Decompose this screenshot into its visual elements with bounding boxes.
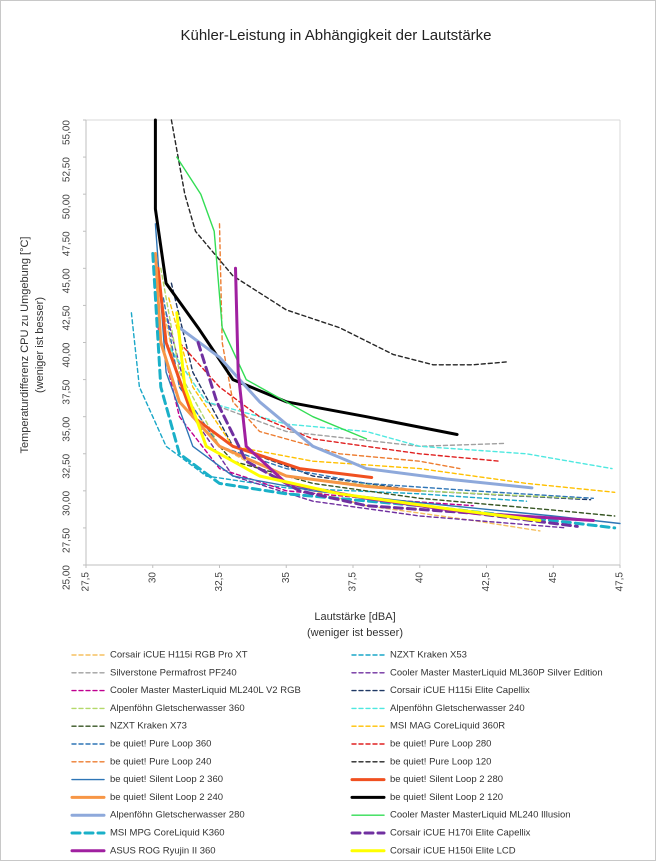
y-tick-label: 30,00 [62, 490, 73, 515]
y-axis-sublabel: (weniger ist besser) [34, 297, 46, 393]
plot-area [130, 118, 621, 532]
series-line [130, 312, 528, 502]
x-tick-label: 27,5 [81, 572, 92, 592]
series-line [154, 223, 621, 525]
y-tick-label: 35,00 [62, 416, 73, 441]
legend-label: be quiet! Pure Loop 240 [110, 756, 211, 767]
y-tick-label: 45,00 [62, 268, 73, 293]
y-tick-label: 40,00 [62, 342, 73, 367]
y-tick-label: 52,50 [62, 157, 73, 182]
series-line [165, 341, 506, 447]
legend-label: Alpenföhn Gletscherwasser 240 [390, 703, 525, 714]
series-line [156, 266, 374, 479]
y-tick-label: 42,50 [62, 305, 73, 330]
series-line [165, 312, 568, 529]
legend-label: Cooler Master MasterLiquid ML240 Illusio… [390, 810, 571, 821]
legend-label: be quiet! Pure Loop 280 [390, 739, 491, 750]
legend-label: NZXT Kraken X73 [110, 721, 187, 732]
legend-label: be quiet! Silent Loop 2 360 [110, 774, 223, 785]
chart-title: Kühler-Leistung in Abhängigkeit der Laut… [180, 27, 491, 44]
series-line [177, 326, 534, 490]
x-axis-sublabel: (weniger ist besser) [307, 627, 403, 639]
series-line [178, 341, 501, 462]
legend-label: be quiet! Pure Loop 360 [110, 739, 211, 750]
legend-label: Corsair iCUE H115i Elite Capellix [390, 685, 530, 696]
y-tick-label: 27,50 [62, 527, 73, 552]
series-line [165, 341, 613, 470]
x-tick-label: 47,5 [615, 572, 626, 592]
x-tick-label: 32,5 [214, 572, 225, 592]
y-axis-label: Temperaturdifferenz CPU zu Umgebung [°C] [19, 237, 31, 454]
legend-label: be quiet! Pure Loop 120 [390, 756, 491, 767]
x-tick-label: 37,5 [348, 572, 359, 592]
x-tick-label: 35 [281, 572, 292, 584]
legend-label: NZXT Kraken X53 [390, 650, 467, 661]
legend-label: Alpenföhn Gletscherwasser 280 [110, 810, 245, 821]
series-line [175, 311, 542, 522]
y-tick-label: 32,50 [62, 453, 73, 478]
x-tick-label: 30 [147, 572, 158, 584]
x-tick-label: 45 [548, 572, 559, 584]
legend-label: Cooler Master MasterLiquid ML240L V2 RGB [110, 685, 301, 696]
y-tick-label: 37,50 [62, 379, 73, 404]
legend-label: Cooler Master MasterLiquid ML360P Silver… [390, 667, 603, 678]
y-tick-label: 55,00 [62, 120, 73, 145]
series-line [168, 297, 616, 493]
legend-label: Corsair iCUE H150i Elite LCD [390, 845, 516, 856]
y-tick-label: 50,00 [62, 194, 73, 219]
x-axis-label: Lautstärke [dBA] [314, 611, 395, 623]
legend-label: Corsair iCUE H115i RGB Pro XT [110, 650, 248, 661]
series-line [153, 252, 422, 493]
series-line [162, 297, 594, 499]
legend-label: Alpenföhn Gletscherwasser 360 [110, 703, 245, 714]
legend-label: be quiet! Silent Loop 2 120 [390, 792, 503, 803]
legend-label: be quiet! Silent Loop 2 240 [110, 792, 223, 803]
legend-label: Corsair iCUE H170i Elite Capellix [390, 828, 531, 839]
x-tick-label: 42,5 [481, 572, 492, 592]
legend-label: ASUS ROG Ryujin II 360 [110, 845, 216, 856]
legend-label: be quiet! Silent Loop 2 280 [390, 774, 503, 785]
y-tick-label: 25,00 [62, 565, 73, 590]
series-line [170, 119, 509, 366]
legend-label: MSI MPG CoreLiquid K360 [110, 828, 225, 839]
legend-label: MSI MAG CoreLiquid 360R [390, 721, 505, 732]
series-line [218, 223, 461, 470]
x-tick-label: 40 [414, 572, 425, 584]
y-tick-label: 47,50 [62, 231, 73, 256]
legend-label: Silverstone Permafrost PF240 [110, 667, 237, 678]
series-line [176, 156, 368, 440]
